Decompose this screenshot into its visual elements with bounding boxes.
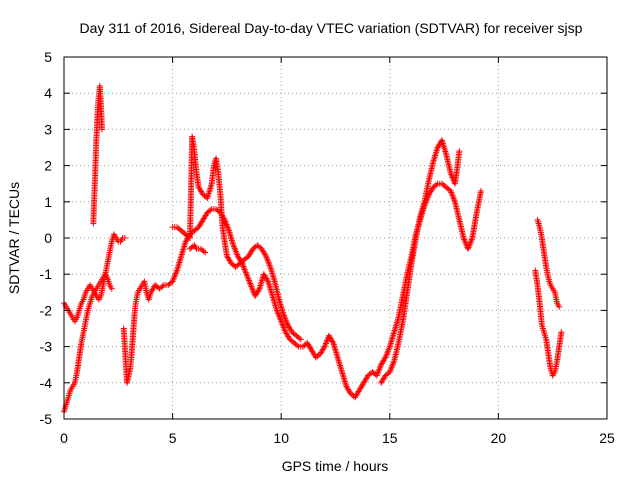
series-segment-8	[532, 267, 565, 379]
x-tick-label: 20	[491, 430, 507, 446]
series-segment-5	[169, 133, 304, 343]
data-point	[320, 345, 327, 352]
x-tick-label: 0	[60, 430, 68, 446]
data-point	[456, 148, 463, 155]
y-tick-label: 0	[44, 230, 52, 246]
y-axis: -5 -4 -3 -2 -1 0 1 2 3 4 5	[40, 49, 607, 427]
data-point	[262, 251, 269, 258]
y-tick-label: 1	[44, 194, 52, 210]
series-segment-2	[61, 231, 128, 325]
series-segment-4	[120, 180, 485, 401]
y-tick-label: -3	[40, 339, 53, 355]
series-segment-7	[378, 137, 463, 386]
data-point	[159, 283, 166, 290]
data-point	[296, 335, 303, 342]
y-tick-label: -4	[40, 375, 53, 391]
y-tick-label: 3	[44, 121, 52, 137]
plot-frame	[63, 56, 608, 420]
data-point	[108, 285, 115, 292]
x-tick-label: 15	[382, 430, 398, 446]
data-point	[255, 287, 262, 294]
series-segment-1	[61, 271, 115, 415]
series-segment-3	[90, 82, 106, 227]
y-tick-label: 4	[44, 85, 52, 101]
x-tick-label: 10	[273, 430, 289, 446]
grid	[64, 57, 607, 419]
series-segment-9	[534, 216, 563, 310]
data-point	[478, 187, 485, 194]
y-tick-label: -1	[40, 266, 53, 282]
data-marks	[61, 82, 565, 415]
data-point	[202, 249, 209, 256]
data-point	[99, 126, 106, 133]
x-axis: 0 5 10 15 20 25	[60, 57, 615, 446]
data-point	[556, 303, 563, 310]
data-point	[558, 329, 565, 336]
data-point	[207, 207, 214, 214]
y-tick-label: 2	[44, 158, 52, 174]
data-point	[121, 235, 128, 241]
x-axis-label: GPS time / hours	[282, 458, 389, 474]
data-point	[297, 336, 304, 343]
data-point	[381, 355, 388, 362]
data-point	[200, 248, 207, 255]
chart-title: Day 311 of 2016, Sidereal Day-to-day VTE…	[80, 20, 583, 36]
data-point	[329, 338, 336, 345]
data-point	[294, 342, 301, 349]
x-tick-label: 5	[169, 430, 177, 446]
series-segment-6	[186, 242, 209, 256]
data-point	[264, 276, 271, 283]
y-tick-label: 5	[44, 49, 52, 65]
x-tick-label: 25	[599, 430, 615, 446]
data-point	[189, 243, 196, 250]
y-tick-label: -2	[40, 302, 53, 318]
y-tick-label: -5	[40, 411, 53, 427]
y-axis-label: SDTVAR / TECUs	[6, 182, 22, 294]
data-point	[433, 181, 440, 188]
